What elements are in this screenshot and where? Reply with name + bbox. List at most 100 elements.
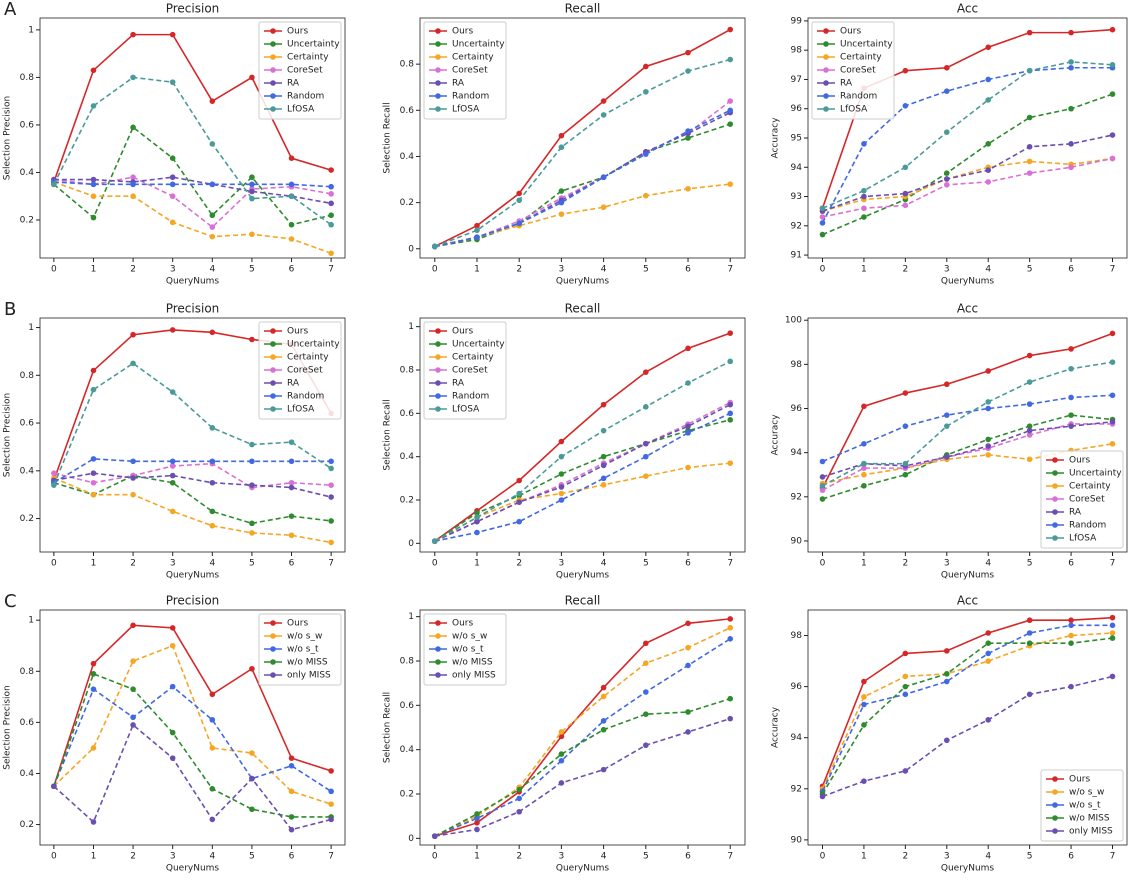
point: [902, 103, 909, 109]
point: [861, 403, 867, 410]
legend-marker: [823, 106, 829, 112]
x-tick-label: 7: [727, 265, 733, 275]
x-axis-label: QueryNums: [556, 277, 610, 287]
legend-marker: [435, 54, 441, 60]
point: [985, 167, 992, 173]
point: [1026, 691, 1033, 698]
point: [1026, 158, 1033, 165]
legend-box: [1040, 450, 1124, 549]
point: [249, 458, 255, 465]
point: [328, 465, 334, 472]
series-line: [822, 157, 1113, 212]
legend-label: Random: [840, 92, 877, 102]
point: [209, 329, 216, 336]
point: [1068, 29, 1074, 36]
point: [985, 76, 992, 83]
point: [474, 529, 480, 536]
legend-label: RA: [1069, 508, 1082, 518]
point: [1109, 132, 1116, 138]
point: [819, 474, 826, 480]
point: [288, 826, 295, 833]
point: [130, 124, 136, 131]
y-axis-label: Selection Recall: [383, 399, 393, 470]
plot-frame: [39, 317, 346, 553]
point: [643, 404, 649, 410]
y-tick-label: 94: [791, 733, 803, 743]
point: [685, 464, 691, 471]
point: [328, 183, 334, 190]
plot-frame: [807, 317, 1128, 553]
point: [130, 331, 136, 338]
x-tick-label: 2: [902, 852, 908, 862]
plot-frame: [39, 17, 346, 259]
point: [1109, 630, 1116, 636]
point: [1068, 617, 1074, 624]
point: [474, 510, 480, 516]
point: [685, 430, 691, 436]
point: [1026, 29, 1033, 36]
point: [985, 717, 992, 723]
y-tick-label: 0.8: [20, 73, 35, 83]
legend-label: Certainty: [287, 353, 329, 363]
point: [943, 454, 950, 460]
point: [1068, 346, 1074, 352]
series-line: [434, 412, 731, 542]
y-tick-label: 0.8: [400, 656, 415, 666]
y-tick-label: 98: [791, 631, 803, 641]
point: [1026, 427, 1033, 434]
point: [90, 745, 97, 751]
x-tick-label: 3: [944, 852, 950, 862]
x-tick-label: 0: [51, 852, 57, 862]
point: [643, 192, 649, 199]
x-tick-label: 6: [1068, 265, 1074, 275]
point: [90, 671, 97, 677]
x-tick-label: 4: [985, 852, 991, 862]
series-line: [822, 420, 1113, 478]
point: [643, 151, 649, 157]
y-tick-label: 92: [791, 492, 802, 502]
legend-label: Ours: [840, 27, 861, 37]
point: [902, 67, 909, 74]
point: [861, 778, 867, 784]
point: [943, 176, 950, 182]
legend-label: w/o s_t: [452, 645, 484, 655]
point: [209, 181, 216, 188]
x-tick-label: 1: [474, 559, 480, 569]
point: [169, 683, 176, 690]
series-line: [822, 675, 1113, 798]
point: [130, 360, 136, 367]
legend-marker: [1052, 815, 1058, 821]
point: [249, 482, 255, 488]
y-tick-label: 98: [791, 360, 803, 370]
series-line: [53, 458, 332, 484]
point: [685, 185, 691, 192]
point: [288, 458, 295, 465]
point: [90, 456, 97, 462]
x-tick-label: 2: [130, 265, 136, 275]
chart-title: Recall: [565, 302, 601, 316]
x-tick-label: 3: [170, 559, 176, 569]
point: [130, 622, 136, 629]
point: [209, 233, 216, 240]
legend-label: Ours: [287, 27, 308, 37]
series-line: [434, 28, 731, 248]
legend-marker: [435, 328, 441, 334]
x-tick-label: 2: [130, 559, 136, 569]
point: [249, 195, 255, 202]
point: [727, 417, 734, 423]
x-tick-label: 1: [861, 265, 867, 275]
point: [685, 644, 691, 651]
point: [727, 624, 734, 631]
point: [328, 494, 334, 500]
point: [819, 793, 826, 800]
point: [516, 786, 522, 793]
series-line: [822, 134, 1113, 212]
point: [600, 401, 607, 408]
x-tick-label: 2: [130, 852, 136, 862]
point: [431, 833, 438, 839]
series-line: [434, 697, 731, 837]
y-tick-label: 94: [791, 163, 803, 173]
y-axis-label: Accuracy: [771, 706, 781, 748]
x-tick-label: 7: [328, 559, 334, 569]
point: [558, 144, 565, 151]
